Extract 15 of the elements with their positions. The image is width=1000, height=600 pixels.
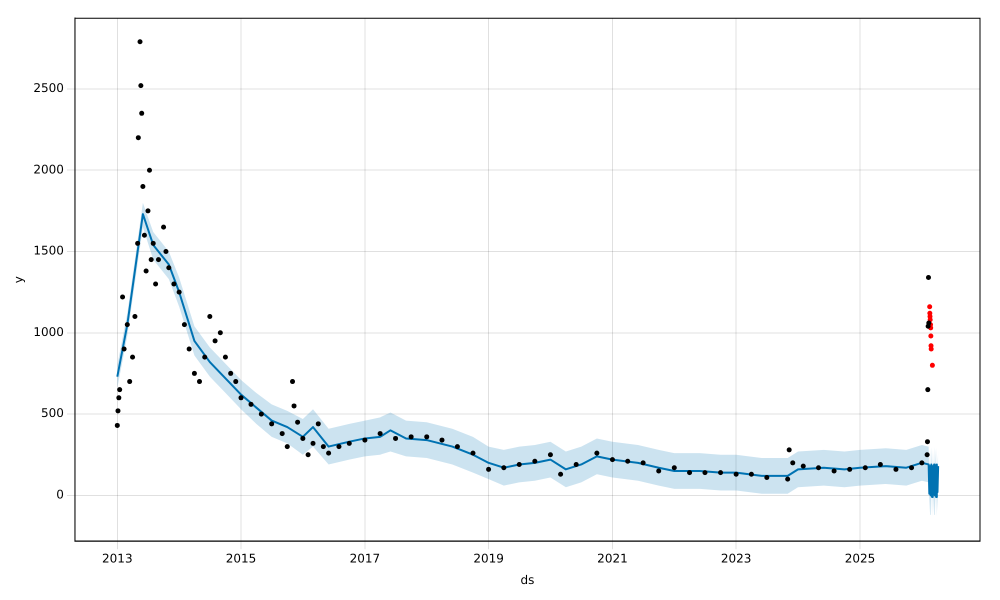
y-tick-label: 1500 bbox=[33, 244, 64, 258]
y-tick-label: 2000 bbox=[33, 162, 64, 176]
y-tick-label: 0 bbox=[56, 487, 64, 502]
y-tick-label: 500 bbox=[41, 406, 64, 420]
x-tick-label: 2023 bbox=[720, 552, 752, 566]
y-tick-label: 1000 bbox=[33, 324, 64, 339]
x-tick-label: 2013 bbox=[102, 552, 133, 566]
x-tick-label: 2025 bbox=[844, 552, 876, 566]
y-tick-label: 2500 bbox=[33, 81, 64, 96]
x-axis-title: ds bbox=[520, 572, 534, 587]
y-axis-title: y bbox=[11, 276, 26, 284]
x-tick-label: 2019 bbox=[473, 552, 504, 566]
x-tick-label: 2015 bbox=[226, 552, 256, 566]
x-tick-label: 2017 bbox=[350, 552, 380, 566]
x-tick-label: 2021 bbox=[597, 552, 628, 566]
